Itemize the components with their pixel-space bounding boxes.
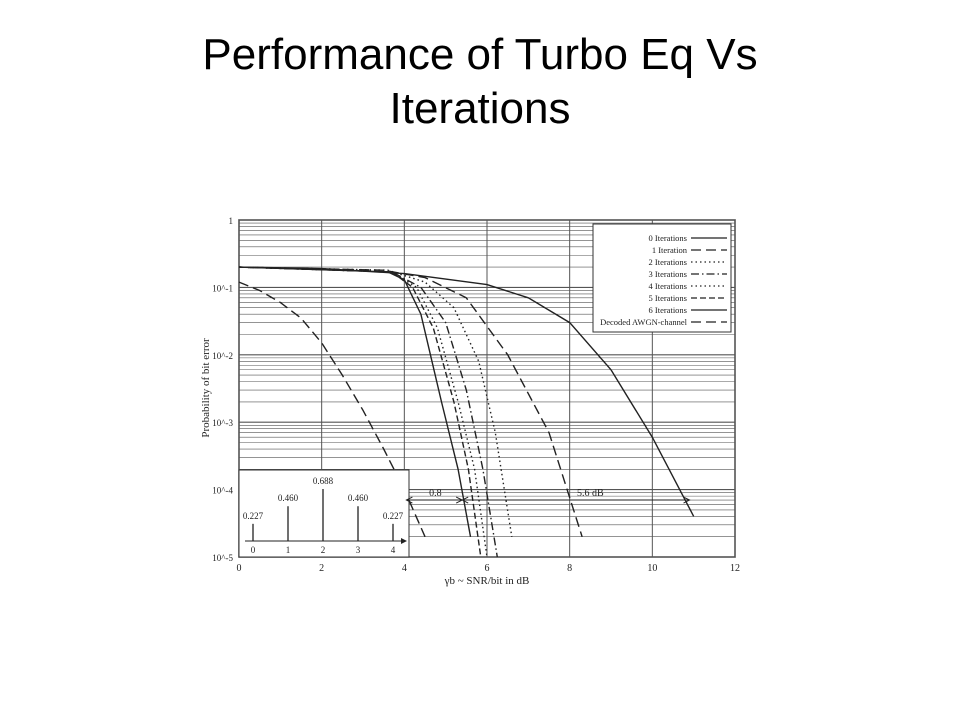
inset-axis-arrow [401,538,407,544]
slide-title-line-2: Iterations [389,84,571,133]
legend-entry-label: 4 Iterations [649,281,687,291]
y-tick-label: 10^-1 [212,283,233,293]
x-tick-label: 2 [319,563,324,574]
x-axis-label: γb ~ SNR/bit in dB [444,575,530,587]
legend-entry-label: 5 Iterations [649,293,687,303]
x-tick-label: 4 [402,563,407,574]
gap-annotation-label: 0.8 [429,488,442,499]
inset-chart: 0.227 0 0.460 1 0.688 2 0.460 3 0.227 4 [238,469,410,558]
legend-entry-label: 1 Iteration [652,245,688,255]
y-tick-label: 10^-2 [212,351,233,361]
slide-title: Performance of Turbo Eq Vs Iterations [80,28,880,136]
inset-value-label: 0.227 [243,511,264,521]
series-curve [238,281,426,537]
inset-category-label: 4 [391,545,396,555]
inset-value-label: 0.460 [348,493,369,503]
grid [238,219,736,558]
series-curve [238,266,498,558]
inset-value-label: 0.460 [278,493,299,503]
inset-category-label: 0 [251,545,256,555]
inset-category-label: 3 [356,545,361,555]
series-curve [238,266,482,558]
inset-category-label: 2 [321,545,326,555]
legend-entry-label: 6 Iterations [649,305,687,315]
x-tick-label: 12 [730,563,740,574]
y-axis-label: Probability of bit error [200,338,212,438]
x-tick-label: 0 [237,563,242,574]
gap-arrow-head [461,496,469,504]
inset-value-label: 0.688 [313,476,334,486]
legend-entry-label: Decoded AWGN-channel [600,317,688,327]
y-tick-label: 1 [229,216,234,226]
x-tick-label: 8 [567,563,572,574]
legend-entry-label: 2 Iterations [649,257,687,267]
y-tick-label: 10^-3 [212,418,233,428]
gap-annotation-label: 5.6 dB [577,488,604,499]
legend: 0 Iterations 1 Iteration 2 Iterations 3 Ite… [592,223,732,333]
series-curve [238,266,513,537]
y-tick-label: 10^-4 [212,486,233,496]
series-curve [238,266,488,558]
annotations: 0.8 5.6 dB [405,488,691,504]
inset-value-label: 0.227 [383,511,404,521]
inset-frame [238,469,410,558]
legend-entry-label: 0 Iterations [649,233,687,243]
series-curves [238,266,695,558]
legend-box [592,223,732,333]
inset-category-label: 1 [286,545,291,555]
legend-entry-label: 3 Iterations [649,269,687,279]
gap-arrow-head [405,496,413,504]
y-tick-label: 10^-5 [212,553,233,563]
x-tick-label: 6 [485,563,490,574]
slide-title-line-1: Performance of Turbo Eq Vs [202,30,758,79]
x-tick-label: 10 [647,563,657,574]
series-curve [238,266,472,537]
gap-arrow-head [683,496,691,504]
